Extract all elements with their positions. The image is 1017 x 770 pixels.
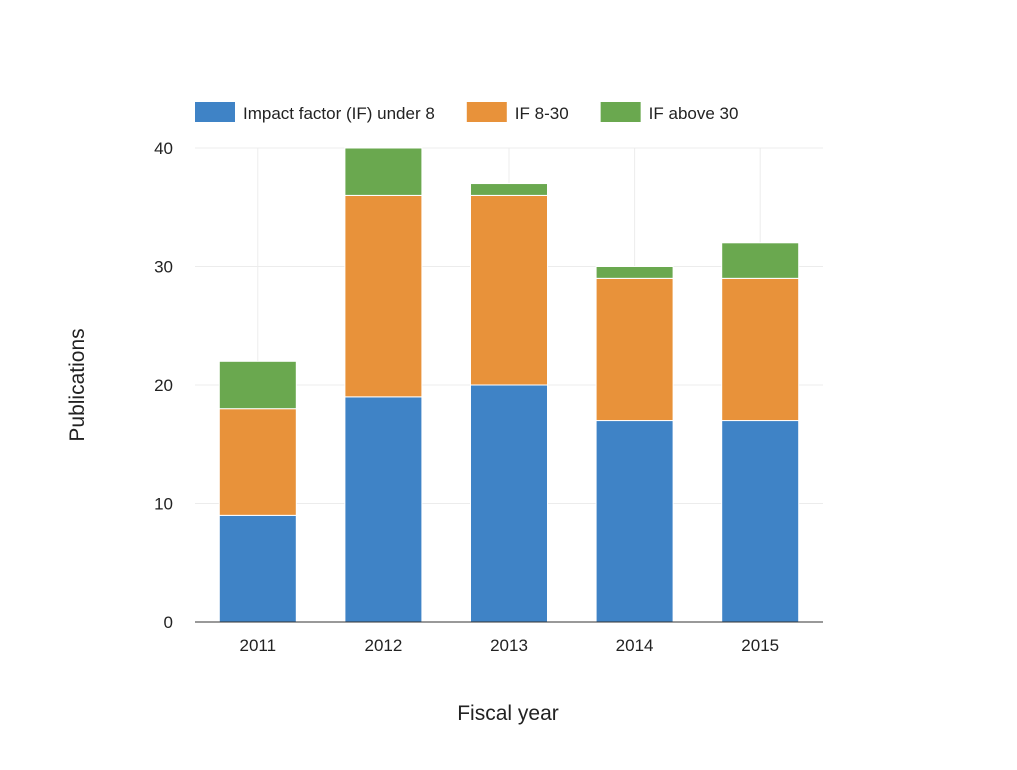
legend-label: IF 8-30: [515, 104, 569, 123]
bar-segment-2013-series-1: [470, 194, 548, 386]
x-tick-label: 2014: [616, 636, 654, 655]
legend-item: Impact factor (IF) under 8: [195, 102, 435, 123]
bar-segment-2011-series-0: [218, 514, 297, 623]
bar-segment-2014-series-2: [595, 266, 674, 279]
legend-swatch: [195, 102, 235, 122]
legend-label: Impact factor (IF) under 8: [243, 104, 435, 123]
x-tick-labels: 2011 2012 2013 2014 2015: [240, 636, 780, 655]
bar-segment-2012-series-2: [344, 147, 423, 196]
legend-item: IF 8-30: [466, 102, 569, 123]
y-axis-title: Publications: [66, 328, 89, 441]
bar-segment-2015-series-1: [721, 277, 800, 422]
bars: [218, 147, 800, 623]
bar-segment-2013-series-0: [470, 384, 548, 623]
bar-segment-2013-series-2: [470, 183, 548, 196]
legend-label: IF above 30: [649, 104, 739, 123]
x-tick-label: 2013: [490, 636, 528, 655]
legend: Impact factor (IF) under 8 IF 8-30 IF abov…: [195, 102, 738, 123]
legend-swatch: [466, 102, 507, 122]
y-tick-label: 0: [164, 613, 173, 632]
bar-segment-2011-series-2: [218, 360, 297, 410]
bar-segment-2015-series-0: [721, 420, 800, 623]
y-tick-label: 20: [154, 376, 173, 395]
legend-swatch: [600, 102, 641, 122]
bar-segment-2015-series-2: [721, 242, 800, 279]
bar-segment-2014-series-1: [595, 277, 674, 422]
legend-item: IF above 30: [600, 102, 739, 123]
x-tick-label: 2012: [364, 636, 402, 655]
y-tick-label: 40: [154, 139, 173, 158]
x-tick-label: 2015: [741, 636, 779, 655]
bar-segment-2012-series-0: [344, 396, 423, 623]
bar-segment-2011-series-1: [218, 408, 297, 516]
bar-segment-2014-series-0: [595, 420, 674, 623]
y-tick-labels: 0 10 20 30 40: [154, 139, 173, 632]
y-tick-label: 10: [154, 495, 173, 514]
y-tick-label: 30: [154, 258, 173, 277]
x-tick-label: 2011: [240, 636, 277, 655]
bar-segment-2012-series-1: [344, 194, 423, 398]
x-axis-title: Fiscal year: [457, 702, 559, 725]
